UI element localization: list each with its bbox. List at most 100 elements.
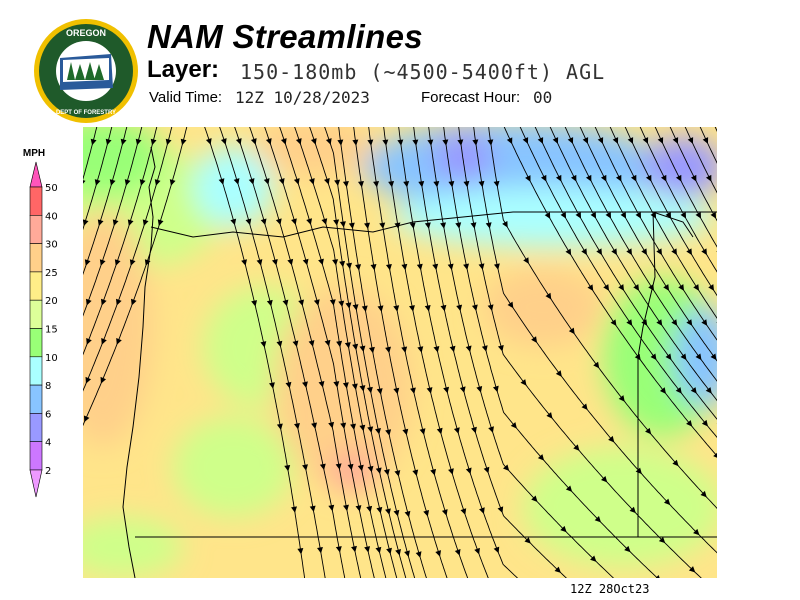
streamline: [564, 127, 717, 382]
streamline-arrowhead: [555, 174, 562, 182]
legend-tick-label: 2: [45, 466, 51, 477]
streamline-arrowhead: [702, 137, 709, 144]
streamline-arrowhead: [84, 259, 91, 266]
streamline: [83, 127, 143, 317]
streamline-arrowhead: [276, 340, 283, 348]
streamline-arrowhead: [364, 222, 370, 229]
streamline-arrowhead: [101, 338, 107, 345]
streamline-arrowhead: [285, 381, 292, 389]
streamline-arrowhead: [581, 403, 588, 411]
streamline-arrowhead: [433, 180, 440, 188]
layer-label: Layer:: [147, 56, 220, 83]
streamline-arrowhead: [554, 566, 561, 573]
streamline-arrowhead: [665, 353, 672, 361]
streamline-arrowhead: [412, 139, 419, 146]
streamline: [669, 127, 717, 222]
streamline: [83, 127, 128, 276]
streamline-arrowhead: [585, 174, 592, 182]
streamline-arrowhead: [633, 284, 640, 291]
streamline-arrowhead: [570, 174, 577, 182]
streamline-arrowhead: [100, 298, 107, 306]
streamline-arrowhead: [359, 345, 366, 353]
streamline-arrowhead: [373, 181, 380, 188]
streamline-arrowhead: [493, 263, 500, 270]
svg-text:OREGON: OREGON: [66, 28, 106, 38]
streamline-arrowhead: [678, 284, 685, 291]
streamline-arrowhead: [424, 304, 431, 312]
legend-tick-label: 6: [45, 409, 51, 420]
streamline-arrowhead: [502, 220, 508, 228]
streamline-arrowhead: [409, 222, 416, 229]
streamline-arrowhead: [435, 550, 442, 557]
geographic-boundaries: [122, 146, 717, 578]
streamline-arrowhead: [455, 222, 462, 229]
legend-swatch: [29, 243, 43, 273]
streamline-arrowhead: [99, 259, 106, 266]
streamline: [609, 127, 717, 319]
streamline-arrowhead: [655, 575, 660, 578]
streamline-arrowhead: [597, 137, 604, 144]
legend-tick-label: 30: [45, 240, 58, 251]
streamline-arrowhead: [298, 299, 305, 307]
streamline-arrowhead: [401, 346, 408, 353]
streamline-arrowhead: [370, 264, 377, 271]
streamline-arrowhead: [478, 263, 485, 270]
streamline-arrowhead: [656, 319, 663, 326]
legend-swatch: [29, 413, 43, 442]
streamline-arrowhead: [675, 387, 682, 394]
streamline-arrowhead: [497, 344, 504, 352]
streamline-arrowhead: [345, 302, 352, 309]
streamline-arrowhead: [165, 138, 172, 146]
oregon-idaho-border: [637, 211, 656, 537]
streamline-arrowhead: [430, 468, 436, 476]
streamline-arrowhead: [336, 340, 343, 348]
streamline-arrowhead: [507, 301, 514, 309]
streamline-arrowhead: [680, 211, 687, 219]
streamline-arrowhead: [546, 412, 553, 419]
legend-tick-label: 4: [45, 438, 51, 449]
streamline: [519, 127, 717, 438]
streamline-arrowhead: [339, 221, 346, 228]
streamline-arrowhead: [302, 464, 308, 471]
streamline-arrowhead: [328, 421, 335, 429]
streamline-arrowhead: [560, 211, 567, 219]
streamline-arrowhead: [291, 218, 297, 225]
streamline-arrowhead: [306, 218, 313, 225]
streamline-arrowhead: [328, 504, 335, 512]
streamline-arrowhead: [615, 174, 622, 182]
streamline-arrowhead: [641, 248, 647, 256]
streamline-arrowhead: [436, 427, 443, 435]
streamline-arrowhead: [488, 426, 494, 433]
streamline-arrowhead: [523, 257, 529, 264]
legend-swatch: [29, 328, 43, 358]
streamline-arrowhead: [364, 546, 371, 553]
streamline-arrowhead: [292, 340, 299, 348]
streamline-arrowhead: [665, 211, 672, 219]
streamline: [353, 127, 448, 578]
streamline-arrowhead: [506, 137, 513, 145]
streamline-arrowhead: [241, 259, 248, 266]
streamline-arrowhead: [260, 341, 267, 348]
streamline-arrowhead: [487, 304, 494, 311]
streamline-arrowhead: [427, 139, 434, 146]
streamline-arrowhead: [394, 470, 401, 477]
streamline-arrowhead: [97, 219, 104, 226]
streamline-arrowhead: [348, 222, 355, 229]
streamline-arrowhead: [449, 345, 456, 353]
streamline-arrowhead: [650, 353, 657, 361]
streamline-arrowhead: [470, 222, 477, 229]
streamline-arrowhead: [351, 383, 358, 390]
streamline-arrowhead: [645, 427, 652, 435]
streamline-arrowhead: [671, 319, 678, 326]
streamline-arrowhead: [263, 178, 270, 185]
streamline-arrowhead: [297, 547, 304, 555]
legend-tick-label: 20: [45, 296, 58, 307]
columbia-river-border: [150, 211, 694, 238]
streamline-arrowhead: [401, 263, 408, 271]
streamline-arrowhead: [705, 387, 712, 394]
streamline-arrowhead: [587, 284, 594, 292]
wind-speed-legend: MPH 50 40 30 25 20 15 10 8 6 4 2: [23, 148, 58, 498]
streamline-arrowhead: [386, 547, 392, 555]
streamline-arrowhead: [537, 454, 545, 461]
streamline-arrowhead: [657, 137, 664, 144]
